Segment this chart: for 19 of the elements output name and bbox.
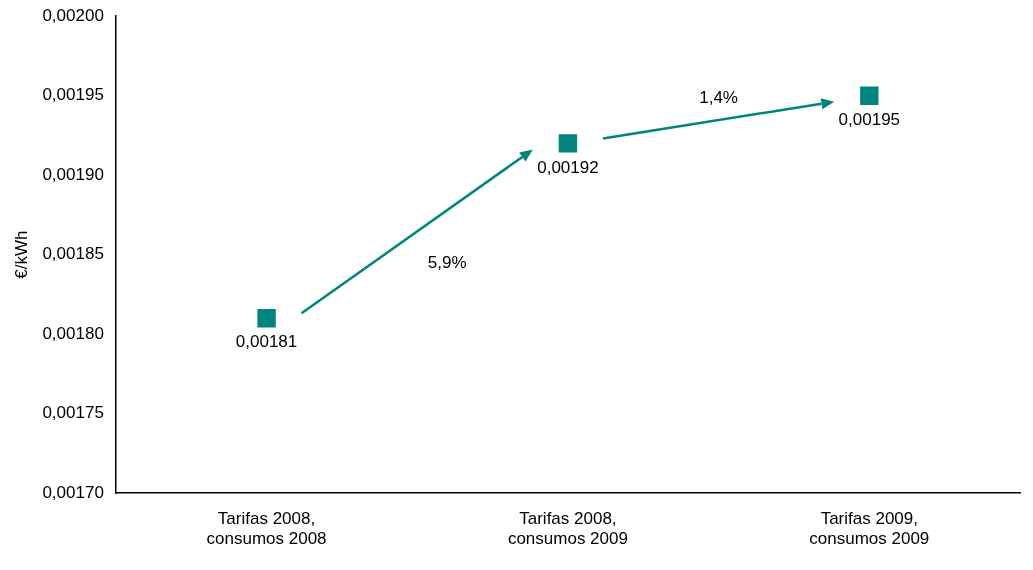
y-tick-label: 0,00175	[42, 403, 104, 423]
y-tick-label: 0,00195	[42, 85, 104, 105]
annotation: 1,4%	[699, 87, 738, 107]
x-tick-label: Tarifas 2009, consumos 2009	[809, 509, 930, 549]
point	[860, 86, 879, 105]
x-tick-label: Tarifas 2008, consumos 2008	[206, 509, 327, 549]
y-tick-label: 0,00180	[42, 323, 104, 343]
y-tick-label: 0,00200	[42, 5, 104, 25]
y-tick-label: 0,00190	[42, 164, 104, 184]
data-label: 0,00181	[235, 332, 298, 352]
y-tick-label: 0,00185	[42, 244, 104, 264]
x-tick-label: Tarifas 2008, consumos 2009	[507, 509, 628, 549]
y-axis-title: €/kWh	[11, 230, 31, 279]
annotation: 5,9%	[427, 253, 467, 273]
point	[558, 134, 578, 153]
data-label: 0,00192	[537, 157, 599, 177]
y-tick-label: 0,00170	[42, 482, 104, 502]
data-label: 0,00195	[838, 109, 901, 129]
point	[257, 309, 276, 328]
